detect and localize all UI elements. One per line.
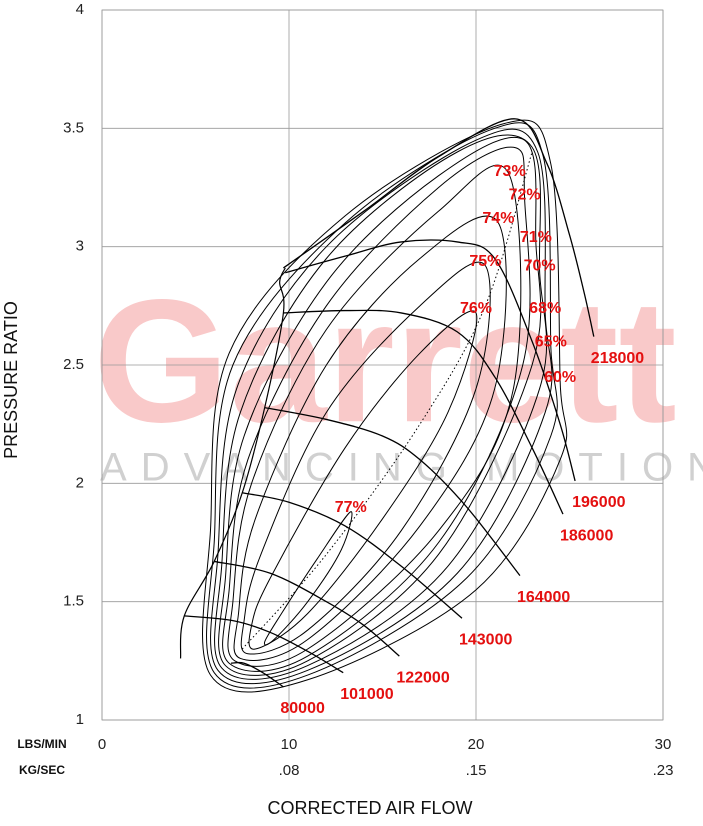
efficiency-island [202,119,568,693]
surge-line [179,267,286,659]
efficiency-island [233,215,507,661]
efficiency-label: 65% [535,333,567,350]
speed-line [283,309,564,515]
speed-label: 218000 [591,350,644,367]
efficiency-label: 73% [494,163,526,180]
y-tick-label: 2.5 [63,356,84,373]
x-tick-label: 0 [98,736,106,753]
x-tick-label: 20 [468,736,485,753]
y-tick-label: 1 [76,711,84,728]
x-tick-label: 10 [281,736,298,753]
speed-label: 164000 [517,589,570,606]
y-tick-label: 2 [76,474,84,491]
efficiency-island [227,164,522,667]
speed-label: 122000 [396,669,449,686]
x2-tick-label: .15 [466,762,487,779]
x-tick-label: 30 [655,736,672,753]
y-tick-label: 1.5 [63,593,84,610]
efficiency-island [240,261,491,655]
speed-label: 101000 [340,686,393,703]
speed-line [285,239,576,482]
efficiency-label: 76% [460,300,492,317]
y-axis-title: PRESSURE RATIO [1,301,21,459]
x2-tick-label: .23 [653,762,674,779]
x2-tick-label: .08 [279,762,300,779]
speed-label: 186000 [560,527,613,544]
efficiency-label: 74% [482,210,514,227]
speed-line [184,615,344,674]
speed-label: 143000 [459,631,512,648]
efficiency-label: 77% [335,499,367,516]
speed-line [283,118,595,337]
efficiency-island [206,122,558,689]
efficiency-label: 72% [509,187,541,204]
plot-frame [101,9,664,721]
speed-line [214,560,400,657]
y-tick-label: 3.5 [63,119,84,136]
speed-line [264,406,521,577]
efficiency-label: 75% [469,253,501,270]
x-axis-title: CORRECTED AIR FLOW [267,798,472,818]
speed-label: 80000 [280,700,325,717]
speed-label: 196000 [572,494,625,511]
efficiency-island [214,134,548,680]
efficiency-island [210,128,553,685]
y-tick-label: 3 [76,238,84,255]
speed-line [230,661,284,688]
efficiency-label: 71% [520,229,552,246]
watermark-tagline: ADVANCING MOTION [100,446,703,490]
efficiency-label: 70% [524,258,556,275]
x-unit: LBS/MIN [17,737,66,751]
y-tick-label: 4 [76,1,84,18]
efficiency-island [218,136,542,676]
speed-line [242,492,463,619]
efficiency-label: 68% [529,300,561,317]
efficiency-island [222,146,531,672]
watermark: Garrett [93,264,677,459]
efficiency-label: 60% [544,369,576,386]
x2-unit: KG/SEC [19,763,65,777]
efficiency-island [248,310,478,650]
peak-efficiency-line [241,151,533,650]
